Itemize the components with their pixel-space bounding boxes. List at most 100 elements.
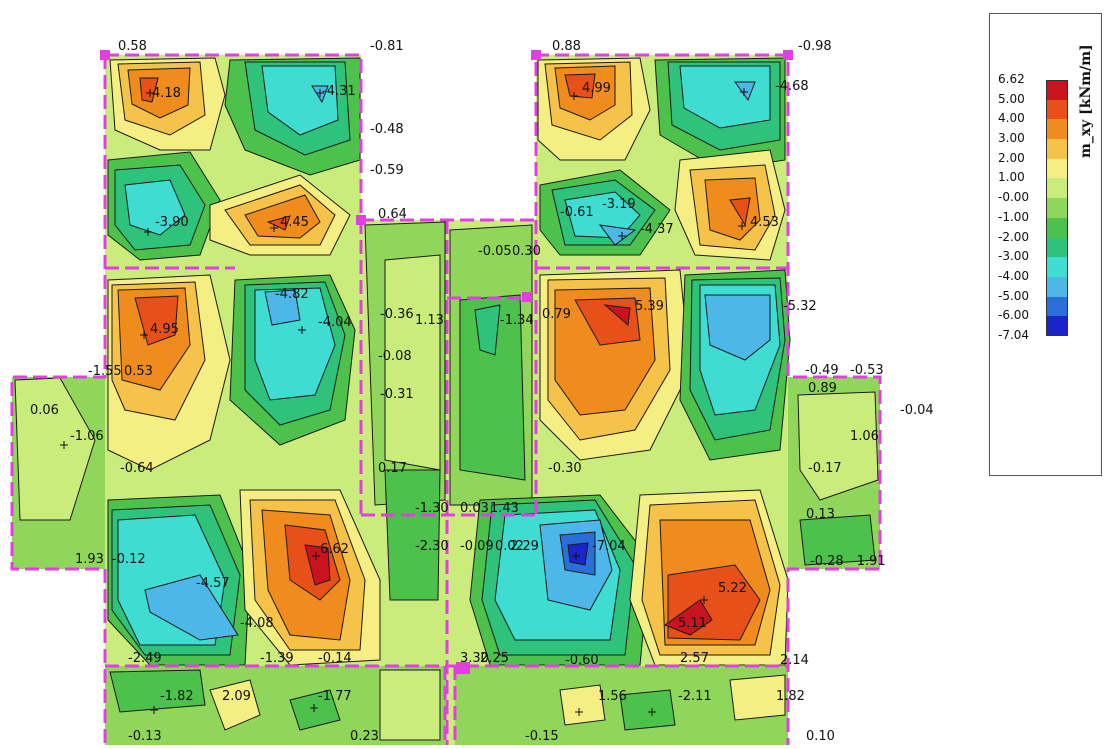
value-label: 2.14: [780, 653, 809, 668]
value-label: -4.57: [196, 576, 230, 591]
value-label: -1.30: [415, 501, 449, 516]
value-label: 0.89: [808, 381, 837, 396]
value-label: -4.68: [775, 79, 809, 94]
value-label: 2.29: [510, 539, 539, 554]
legend-swatch: [1046, 316, 1068, 336]
value-label: 4.99: [582, 81, 611, 96]
value-label: 2.25: [480, 651, 509, 666]
legend-swatch: [1046, 257, 1068, 277]
legend-label: -7.04: [998, 327, 1030, 342]
value-label: -0.09: [460, 539, 494, 554]
value-label: 0.13: [806, 507, 835, 522]
value-label: -0.05: [478, 244, 512, 259]
legend-swatch: [1046, 276, 1068, 297]
legend-swatch: [1046, 296, 1068, 317]
legend-swatch: [1046, 99, 1068, 120]
value-label: 0.02: [495, 539, 524, 554]
legend-label: 6.62: [998, 72, 1025, 86]
value-label: -0.81: [370, 39, 404, 54]
legend-label: 2.00: [998, 150, 1025, 165]
contour-regions: [14, 57, 879, 741]
value-label: 5.22: [718, 581, 747, 596]
value-label: 1.56: [598, 689, 627, 704]
value-label: 0.03: [460, 501, 489, 516]
legend-label: 3.00: [998, 131, 1025, 146]
value-label: -1.55: [88, 364, 122, 379]
value-label: 0.30: [512, 244, 541, 259]
support-markers: [100, 50, 793, 674]
value-label: -0.48: [370, 122, 404, 137]
value-label: -0.28: [810, 554, 844, 569]
legend-swatch: [1046, 119, 1068, 140]
value-label: 0.06: [30, 403, 59, 418]
value-label: -1.06: [70, 429, 104, 444]
value-label: -4.82: [275, 287, 309, 302]
legend-swatch: [1046, 217, 1068, 238]
value-label: 0.53: [124, 364, 153, 379]
value-label: -0.12: [112, 552, 146, 567]
value-label: 1.82: [776, 689, 805, 704]
value-label: -0.53: [850, 363, 884, 378]
legend-swatch: [1046, 178, 1068, 199]
value-label: -4.31: [322, 84, 356, 99]
value-label: -4.08: [240, 616, 274, 631]
value-label: -3.19: [602, 197, 636, 212]
value-label: -7.04: [592, 539, 626, 554]
value-label: -0.64: [120, 461, 154, 476]
value-label: -0.31: [380, 387, 414, 402]
legend-label: -2.00: [998, 229, 1030, 244]
legend: [989, 13, 1102, 476]
value-label: -0.14: [318, 651, 352, 666]
legend-label: 1.00: [998, 170, 1025, 185]
legend-color-scale: [1046, 80, 1068, 336]
legend-swatch: [1046, 198, 1068, 218]
legend-label: -0.00: [998, 190, 1030, 205]
value-label: 0.88: [552, 39, 581, 54]
value-label: -1.39: [260, 651, 294, 666]
value-label: -0.17: [808, 461, 842, 476]
value-label: -5.32: [783, 299, 817, 314]
value-label: -0.13: [128, 729, 162, 744]
legend-label: 5.00: [998, 91, 1025, 106]
legend-label: 4.00: [998, 111, 1025, 126]
value-label: -4.04: [318, 315, 352, 330]
legend-labels: 6.62 5.00 4.00 3.00 2.00 1.00 -0.00 -1.0…: [998, 70, 1029, 346]
value-label: 4.95: [150, 322, 179, 337]
value-label: 1.13: [415, 313, 444, 328]
value-label: 0.10: [806, 729, 835, 744]
value-label: 5.39: [635, 299, 664, 314]
value-label: -1.91: [852, 554, 886, 569]
legend-title: m_xy [kNm/m]: [1070, 30, 1104, 160]
value-labels: 0.58 -0.81 4.18 -4.31 -0.48 -0.59 -3.90 …: [30, 39, 934, 744]
legend-label: -1.00: [998, 209, 1030, 224]
value-label: 4.53: [750, 215, 779, 230]
value-label: -0.59: [370, 163, 404, 178]
value-label: -0.98: [798, 39, 832, 54]
value-label: 0.23: [350, 729, 379, 744]
value-label: 0.17: [378, 461, 407, 476]
value-label: 4.45: [280, 215, 309, 230]
value-label: -1.82: [160, 689, 194, 704]
value-label: 2.09: [222, 689, 251, 704]
value-label: -0.30: [548, 461, 582, 476]
value-label: -2.30: [415, 539, 449, 554]
value-label: -1.77: [318, 689, 352, 704]
value-label: -0.60: [565, 653, 599, 668]
legend-swatch: [1046, 158, 1068, 179]
value-label: -0.04: [900, 403, 934, 418]
value-label: -0.15: [525, 729, 559, 744]
value-label: 4.18: [152, 86, 181, 101]
value-label: -0.61: [560, 205, 594, 220]
legend-label: -6.00: [998, 308, 1030, 323]
node-markers: [60, 88, 748, 716]
value-label: -2.11: [678, 689, 712, 704]
value-label: -1.34: [500, 313, 534, 328]
value-label: 1.43: [490, 501, 519, 516]
value-label: 2.57: [680, 651, 709, 666]
value-label: 6.62: [320, 542, 349, 557]
value-label: 0.79: [542, 307, 571, 322]
value-label: 0.58: [118, 39, 147, 54]
legend-label: -3.00: [998, 249, 1030, 264]
value-label: -0.08: [378, 349, 412, 364]
value-label: 1.93: [75, 552, 104, 567]
